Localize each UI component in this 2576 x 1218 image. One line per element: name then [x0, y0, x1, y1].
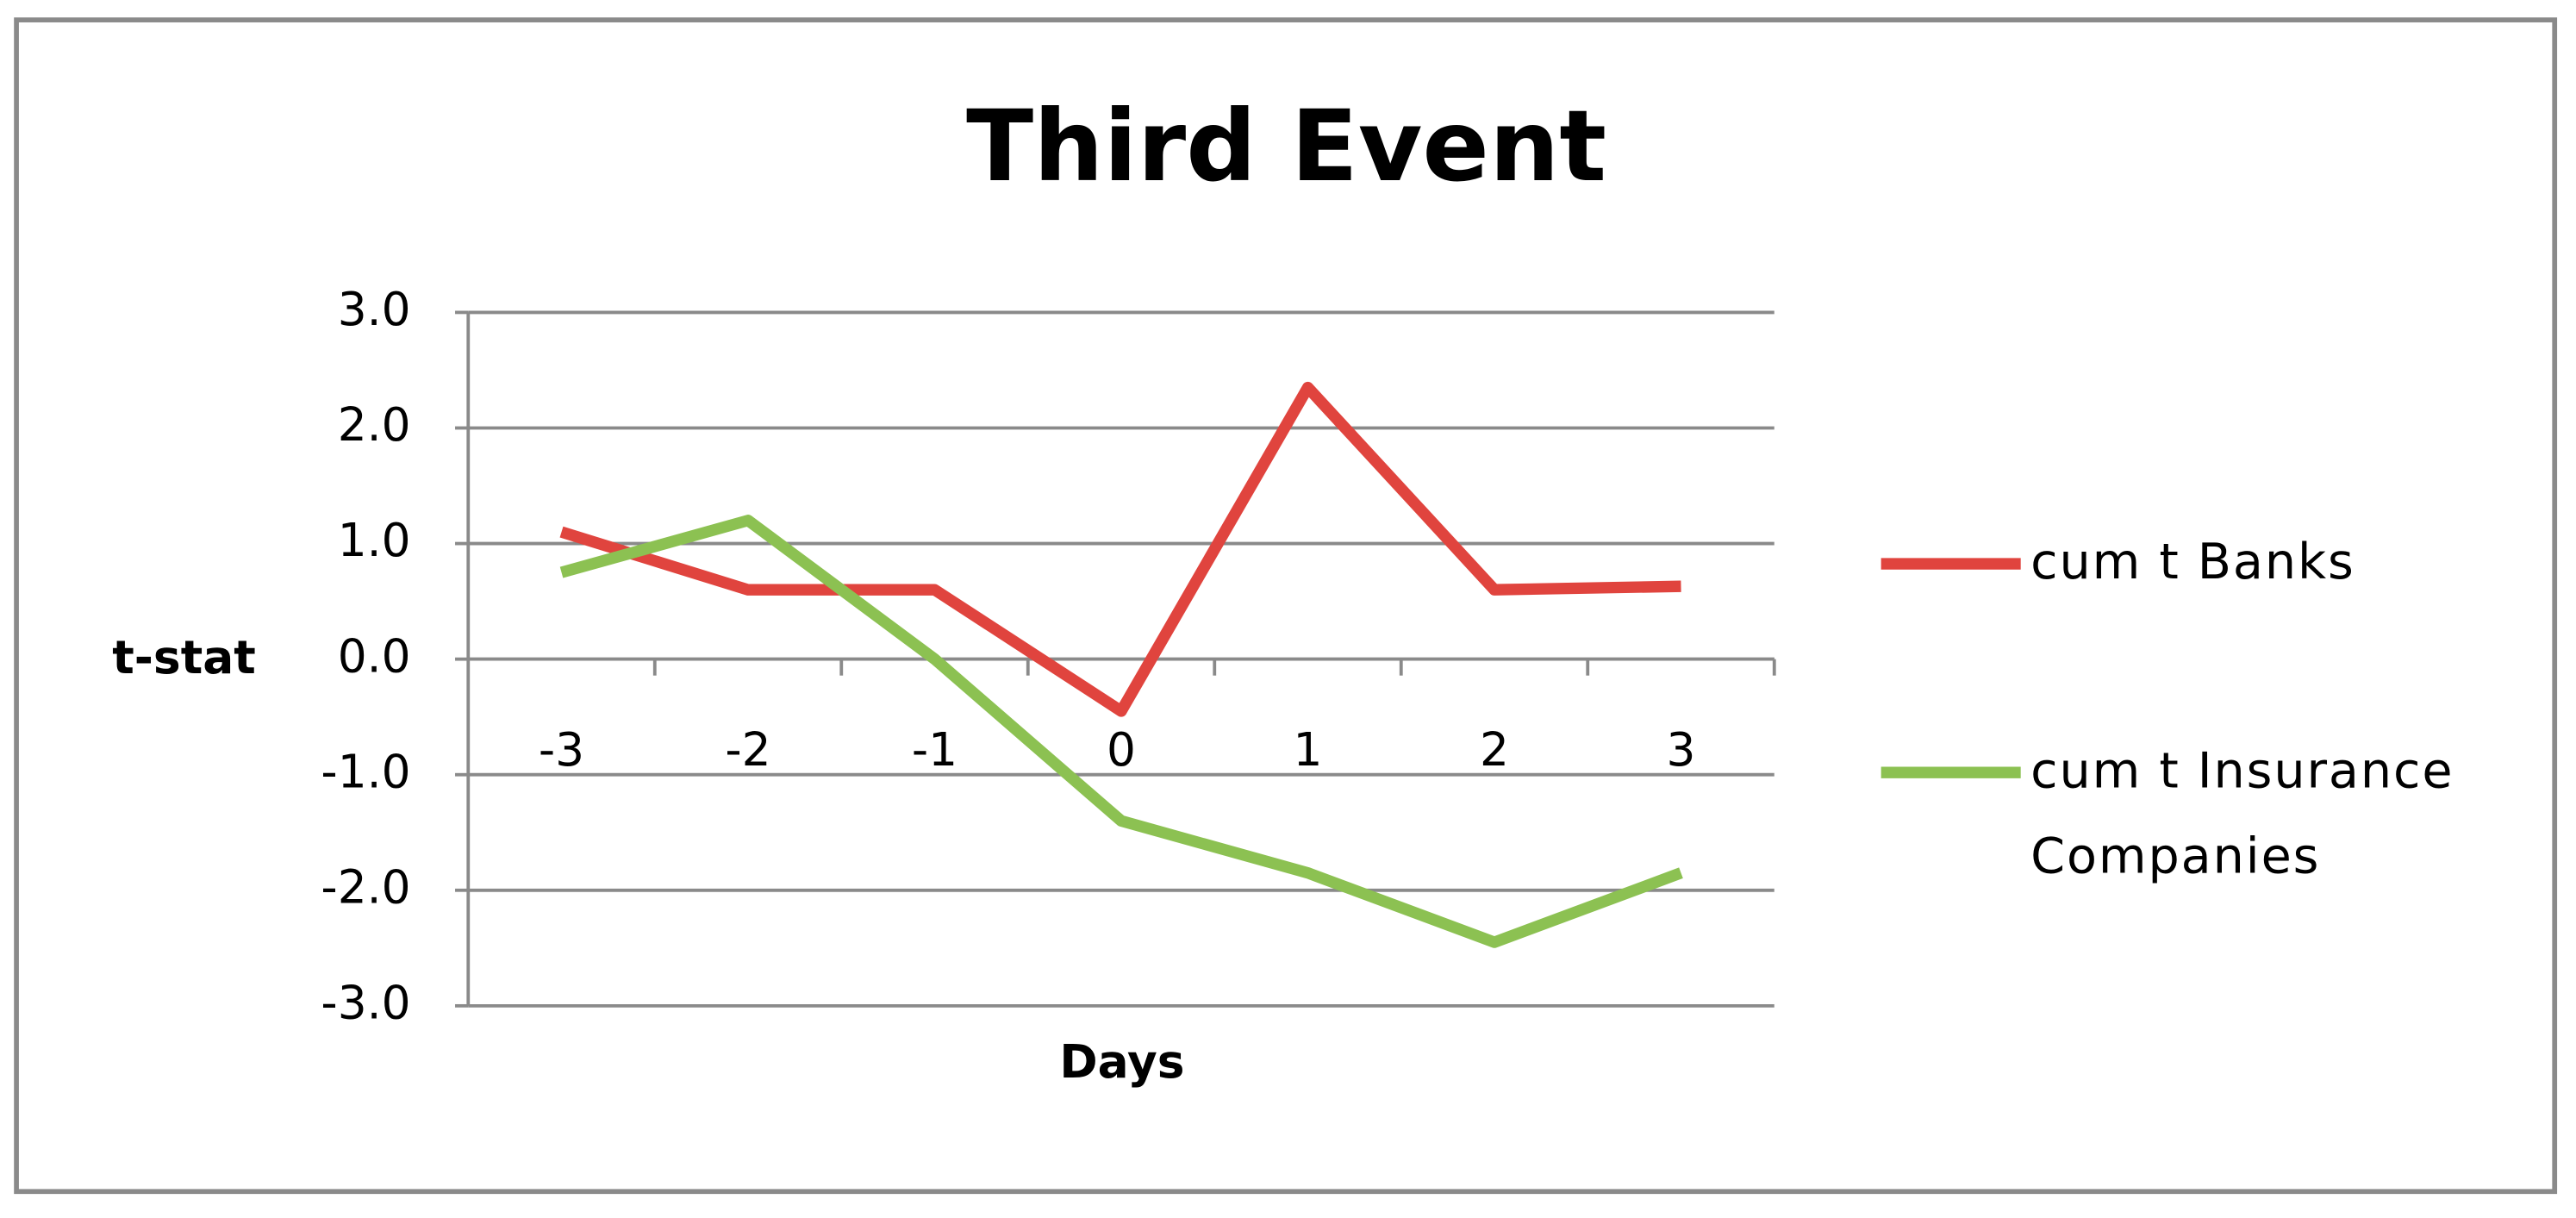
y-tick-label: 2.0	[338, 397, 411, 452]
chart-title: Third Event	[966, 89, 1606, 203]
y-tick-label: -2.0	[321, 859, 410, 914]
y-tick-label: 0.0	[338, 628, 411, 683]
series-line	[559, 515, 1683, 948]
y-tick-label: 3.0	[338, 282, 411, 336]
y-tick-label: 1.0	[338, 513, 411, 567]
x-tick-label: -2	[725, 722, 770, 777]
legend-label: cum t Banks	[2030, 534, 2355, 592]
y-axis-label: t-stat	[112, 630, 255, 684]
x-tick-label: 0	[1107, 722, 1136, 777]
x-tick-label: -1	[912, 722, 957, 777]
series-line	[559, 381, 1681, 717]
x-tick-label: 3	[1667, 722, 1696, 777]
y-tick-label: -3.0	[321, 976, 410, 1030]
legend-label: cum t Insurance Companies	[2030, 742, 2454, 886]
legend-entry: cum t Banks	[2030, 534, 2355, 592]
x-tick-label: -3	[539, 722, 584, 777]
legend-entry: cum t Insurance Companies	[2030, 742, 2454, 886]
x-tick-label: 2	[1480, 722, 1509, 777]
x-tick-label: 1	[1294, 722, 1323, 777]
x-axis-label: Days	[1059, 1034, 1184, 1089]
chart-border	[14, 17, 2558, 1195]
y-tick-label: -1.0	[321, 744, 410, 798]
